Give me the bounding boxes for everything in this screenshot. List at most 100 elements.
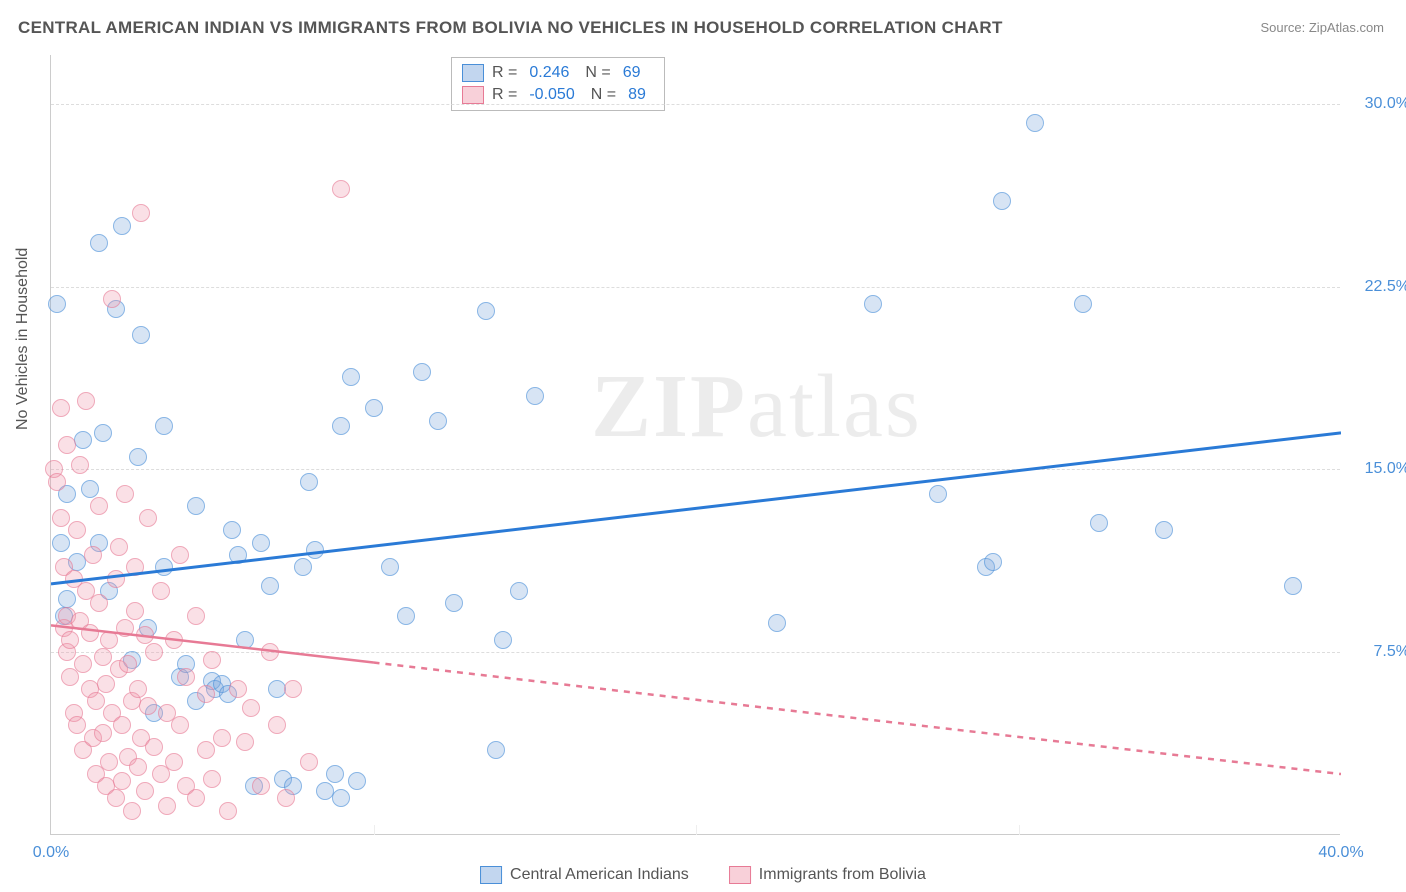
data-point-pink bbox=[100, 631, 118, 649]
data-point-pink bbox=[103, 290, 121, 308]
data-point-pink bbox=[126, 558, 144, 576]
data-point-blue bbox=[526, 387, 544, 405]
data-point-blue bbox=[94, 424, 112, 442]
legend-item-blue: Central American Indians bbox=[480, 866, 689, 884]
data-point-pink bbox=[110, 538, 128, 556]
gridline-h bbox=[51, 104, 1340, 105]
data-point-pink bbox=[48, 473, 66, 491]
data-point-pink bbox=[242, 699, 260, 717]
data-point-pink bbox=[52, 399, 70, 417]
data-point-pink bbox=[165, 631, 183, 649]
data-point-pink bbox=[74, 655, 92, 673]
stat-r-blue: 0.246 bbox=[529, 64, 569, 82]
data-point-pink bbox=[116, 485, 134, 503]
data-point-pink bbox=[94, 648, 112, 666]
data-point-blue bbox=[81, 480, 99, 498]
y-axis-label: No Vehicles in Household bbox=[14, 248, 32, 430]
data-point-blue bbox=[306, 541, 324, 559]
data-point-pink bbox=[252, 777, 270, 795]
legend-row-pink: R = -0.050 N = 89 bbox=[462, 84, 654, 106]
data-point-blue bbox=[252, 534, 270, 552]
data-point-blue bbox=[397, 607, 415, 625]
data-point-pink bbox=[68, 521, 86, 539]
gridline-h bbox=[51, 287, 1340, 288]
data-point-blue bbox=[365, 399, 383, 417]
data-point-pink bbox=[203, 651, 221, 669]
legend-label-pink: Immigrants from Bolivia bbox=[759, 866, 926, 884]
data-point-pink bbox=[145, 738, 163, 756]
data-point-blue bbox=[294, 558, 312, 576]
data-point-blue bbox=[300, 473, 318, 491]
data-point-pink bbox=[94, 724, 112, 742]
data-point-pink bbox=[113, 716, 131, 734]
data-point-pink bbox=[177, 668, 195, 686]
data-point-blue bbox=[261, 577, 279, 595]
data-point-pink bbox=[68, 716, 86, 734]
data-point-pink bbox=[139, 697, 157, 715]
data-point-blue bbox=[445, 594, 463, 612]
data-point-pink bbox=[84, 546, 102, 564]
data-point-pink bbox=[52, 509, 70, 527]
swatch-pink-icon bbox=[462, 86, 484, 104]
data-point-pink bbox=[136, 782, 154, 800]
data-point-pink bbox=[77, 392, 95, 410]
data-point-blue bbox=[487, 741, 505, 759]
stat-n-label: N = bbox=[591, 86, 616, 104]
data-point-blue bbox=[58, 590, 76, 608]
swatch-blue-icon bbox=[462, 64, 484, 82]
data-point-blue bbox=[342, 368, 360, 386]
swatch-blue-icon bbox=[480, 866, 502, 884]
x-tick-label: 40.0% bbox=[1318, 844, 1363, 862]
data-point-blue bbox=[132, 326, 150, 344]
data-point-pink bbox=[277, 789, 295, 807]
data-point-pink bbox=[136, 626, 154, 644]
regression-line-blue bbox=[51, 55, 1341, 835]
data-point-blue bbox=[326, 765, 344, 783]
data-point-blue bbox=[864, 295, 882, 313]
data-point-blue bbox=[90, 234, 108, 252]
data-point-pink bbox=[300, 753, 318, 771]
data-point-pink bbox=[87, 692, 105, 710]
stat-n-pink: 89 bbox=[628, 86, 646, 104]
data-point-blue bbox=[381, 558, 399, 576]
data-point-blue bbox=[929, 485, 947, 503]
data-point-pink bbox=[171, 546, 189, 564]
data-point-blue bbox=[413, 363, 431, 381]
data-point-pink bbox=[81, 624, 99, 642]
data-point-pink bbox=[284, 680, 302, 698]
legend-item-pink: Immigrants from Bolivia bbox=[729, 866, 926, 884]
data-point-pink bbox=[123, 802, 141, 820]
data-point-pink bbox=[219, 802, 237, 820]
data-point-pink bbox=[107, 570, 125, 588]
gridline-h bbox=[51, 652, 1340, 653]
data-point-pink bbox=[100, 753, 118, 771]
x-tick-minor bbox=[1019, 825, 1020, 835]
data-point-pink bbox=[152, 582, 170, 600]
data-point-blue bbox=[155, 558, 173, 576]
x-tick-label: 0.0% bbox=[33, 844, 69, 862]
data-point-pink bbox=[129, 680, 147, 698]
data-point-blue bbox=[48, 295, 66, 313]
y-tick-label: 15.0% bbox=[1350, 460, 1406, 478]
data-point-pink bbox=[126, 602, 144, 620]
data-point-pink bbox=[71, 456, 89, 474]
stat-r-label: R = bbox=[492, 86, 517, 104]
data-point-pink bbox=[236, 733, 254, 751]
data-point-pink bbox=[261, 643, 279, 661]
legend-row-blue: R = 0.246 N = 69 bbox=[462, 62, 654, 84]
data-point-pink bbox=[158, 797, 176, 815]
data-point-blue bbox=[1284, 577, 1302, 595]
swatch-pink-icon bbox=[729, 866, 751, 884]
data-point-pink bbox=[90, 497, 108, 515]
data-point-pink bbox=[58, 436, 76, 454]
data-point-blue bbox=[332, 417, 350, 435]
y-tick-label: 22.5% bbox=[1350, 278, 1406, 296]
gridline-h bbox=[51, 469, 1340, 470]
data-point-blue bbox=[229, 546, 247, 564]
data-point-blue bbox=[510, 582, 528, 600]
data-point-pink bbox=[132, 204, 150, 222]
data-point-blue bbox=[187, 497, 205, 515]
data-point-blue bbox=[494, 631, 512, 649]
data-point-pink bbox=[203, 770, 221, 788]
data-point-blue bbox=[477, 302, 495, 320]
